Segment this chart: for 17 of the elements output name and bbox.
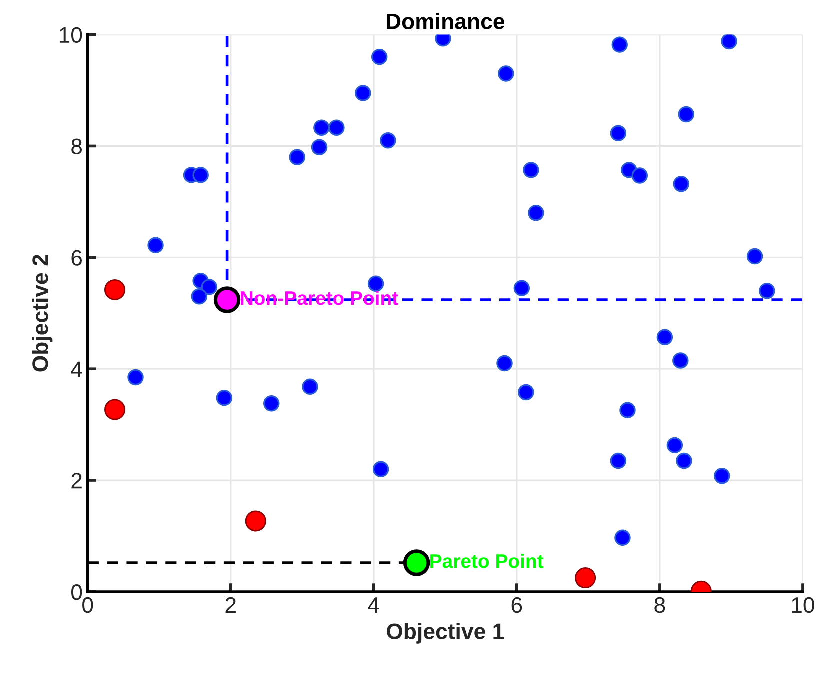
y-axis-title: Objective 2 — [32, 254, 53, 372]
x-tick-label: 10 — [792, 597, 814, 614]
y-tick-label: 8 — [72, 138, 82, 154]
x-tick-label: 2 — [226, 597, 236, 613]
y-tick-label: 4 — [71, 362, 82, 378]
series-label: Pareto Point — [430, 554, 544, 568]
x-axis-title: Objective 1 — [387, 623, 504, 644]
x-tick-label: 0 — [82, 597, 94, 614]
y-tick-label: 6 — [72, 250, 82, 266]
series-label: Non-Pareto Point — [241, 290, 398, 306]
x-tick-label: 8 — [654, 597, 666, 614]
y-tick-label: 0 — [71, 584, 82, 600]
chart-title: Dominance — [386, 13, 505, 30]
y-tick-label: 2 — [72, 473, 82, 489]
x-tick-label: 4 — [368, 598, 380, 613]
y-tick-label: 10 — [60, 27, 82, 44]
x-tick-label: 6 — [512, 597, 522, 614]
